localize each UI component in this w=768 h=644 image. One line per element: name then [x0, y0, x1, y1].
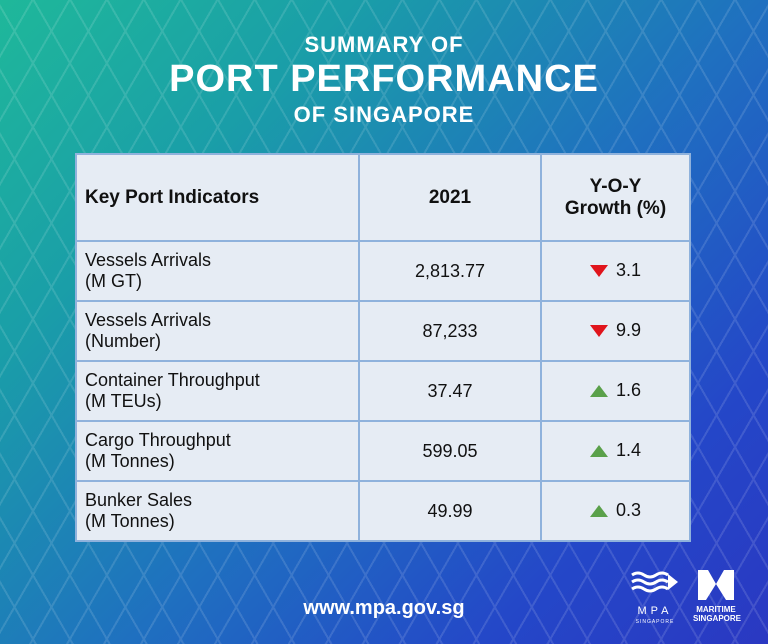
- triangle-up-icon: [589, 444, 608, 457]
- table-row: Bunker Sales (M Tonnes) 49.99 0.3: [75, 480, 691, 542]
- indicator-name: Cargo Throughput: [85, 430, 231, 450]
- growth-value: 9.9: [615, 320, 642, 341]
- growth-value: 0.3: [615, 500, 642, 521]
- growth-value: 1.6: [615, 380, 642, 401]
- indicator-name: Container Throughput: [85, 370, 260, 390]
- triangle-down-icon: [589, 264, 608, 277]
- growth-value: 3.1: [615, 260, 642, 281]
- value-cell: 2,813.77: [358, 240, 542, 302]
- table-row: Vessels Arrivals (Number) 87,233 9.9: [75, 300, 691, 362]
- value-cell: 37.47: [358, 360, 542, 422]
- header-indicator: Key Port Indicators: [75, 153, 360, 242]
- indicator-unit: (M Tonnes): [85, 451, 175, 471]
- growth-cell: 1.6: [540, 360, 691, 422]
- title-line3: OF SINGAPORE: [293, 102, 475, 127]
- indicator-name: Bunker Sales: [85, 490, 193, 510]
- maritime-singapore-logo: MARITIME SINGAPORE: [690, 570, 742, 623]
- indicator-cell: Vessels Arrivals (M GT): [75, 240, 360, 302]
- maritime-logo-text: MARITIME SINGAPORE: [693, 605, 742, 623]
- triangle-up-icon: [589, 504, 608, 517]
- indicator-cell: Bunker Sales (M Tonnes): [75, 480, 360, 542]
- growth-cell: 3.1: [540, 240, 691, 302]
- table-row: Vessels Arrivals (M GT) 2,813.77 3.1: [75, 240, 691, 302]
- indicator-unit: (M Tonnes): [85, 511, 175, 531]
- indicator-cell: Container Throughput (M TEUs): [75, 360, 360, 422]
- mpa-logo: MPA SINGAPORE: [625, 570, 685, 626]
- indicator-unit: (M TEUs): [85, 391, 162, 411]
- port-indicators-table: Key Port Indicators 2021 Y-O-Y Growth (%…: [75, 153, 691, 542]
- growth-cell: 9.9: [540, 300, 691, 362]
- header-year: 2021: [358, 153, 542, 242]
- indicator-name: Vessels Arrivals: [85, 250, 212, 270]
- mpa-wave-icon: [631, 571, 678, 593]
- title-line1: SUMMARY OF: [304, 32, 464, 57]
- value-cell: 49.99: [358, 480, 542, 542]
- table-row: Container Throughput (M TEUs) 37.47 1.6: [75, 360, 691, 422]
- indicator-unit: (M GT): [85, 271, 142, 291]
- value-cell: 87,233: [358, 300, 542, 362]
- triangle-down-icon: [589, 324, 608, 337]
- growth-value: 1.4: [615, 440, 642, 461]
- growth-cell: 0.3: [540, 480, 691, 542]
- indicator-cell: Vessels Arrivals (Number): [75, 300, 360, 362]
- header-growth: Y-O-Y Growth (%): [540, 153, 691, 242]
- value-cell: 599.05: [358, 420, 542, 482]
- page-title: PORT PERFORMANCE: [169, 58, 599, 100]
- indicator-name: Vessels Arrivals: [85, 310, 212, 330]
- table-row: Cargo Throughput (M Tonnes) 599.05 1.4: [75, 420, 691, 482]
- website-url[interactable]: www.mpa.gov.sg: [303, 597, 465, 619]
- triangle-up-icon: [589, 384, 608, 397]
- indicator-cell: Cargo Throughput (M Tonnes): [75, 420, 360, 482]
- growth-cell: 1.4: [540, 420, 691, 482]
- maritime-m-icon: [698, 570, 734, 600]
- mpa-logo-text: MPA SINGAPORE: [635, 605, 675, 625]
- indicator-unit: (Number): [85, 331, 162, 351]
